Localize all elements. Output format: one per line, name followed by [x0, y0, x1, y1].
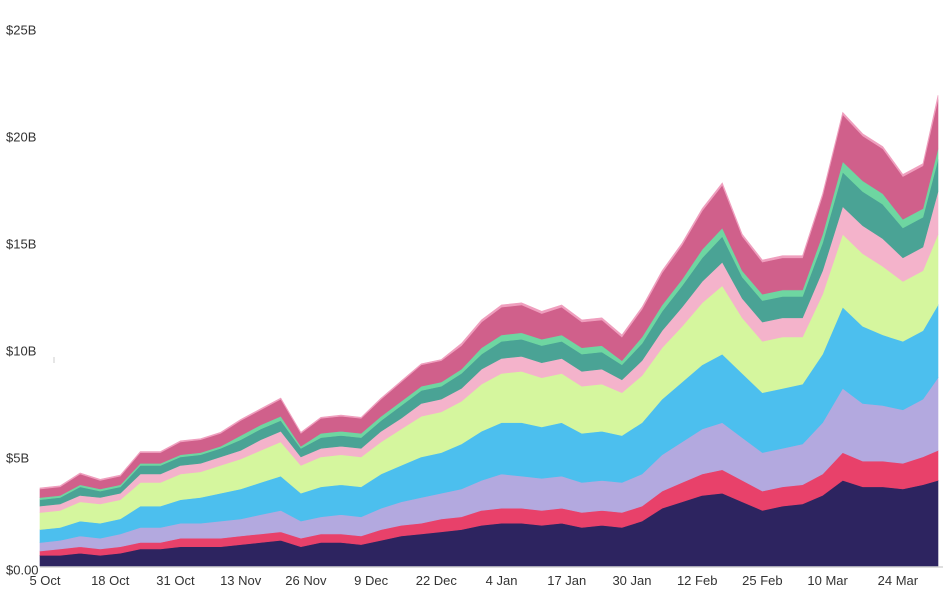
y-tick-label: $0.00 [6, 562, 39, 577]
x-tick-label: 18 Oct [91, 573, 130, 588]
x-tick-label: 30 Jan [612, 573, 651, 588]
x-tick-label: 31 Oct [156, 573, 195, 588]
x-tick-label: 9 Dec [354, 573, 388, 588]
x-tick-label: 10 Mar [807, 573, 848, 588]
area-series-group [39, 95, 939, 567]
x-tick-label: 5 Oct [29, 573, 60, 588]
x-tick-label: 12 Feb [677, 573, 717, 588]
area-series-10 [39, 95, 939, 490]
x-tick-label: 25 Feb [742, 573, 782, 588]
y-tick-label: $20B [6, 129, 36, 144]
x-tick-label: 13 Nov [220, 573, 262, 588]
y-tick-label: $10B [6, 343, 36, 358]
x-tick-label: 4 Jan [486, 573, 518, 588]
y-tick-label: $5B [6, 450, 29, 465]
y-tick-label: $25B [6, 22, 36, 37]
y-axis: $0.00 $5B $10B $15B $20B $25B [6, 22, 39, 577]
x-tick-label: 22 Dec [416, 573, 458, 588]
x-axis: 5 Oct 18 Oct 31 Oct 13 Nov 26 Nov 9 Dec 22 Dec… [29, 573, 918, 588]
x-tick-label: 26 Nov [285, 573, 327, 588]
y-tick-label: $15B [6, 236, 36, 251]
x-tick-label: 17 Jan [547, 573, 586, 588]
x-tick-label: 24 Mar [878, 573, 919, 588]
